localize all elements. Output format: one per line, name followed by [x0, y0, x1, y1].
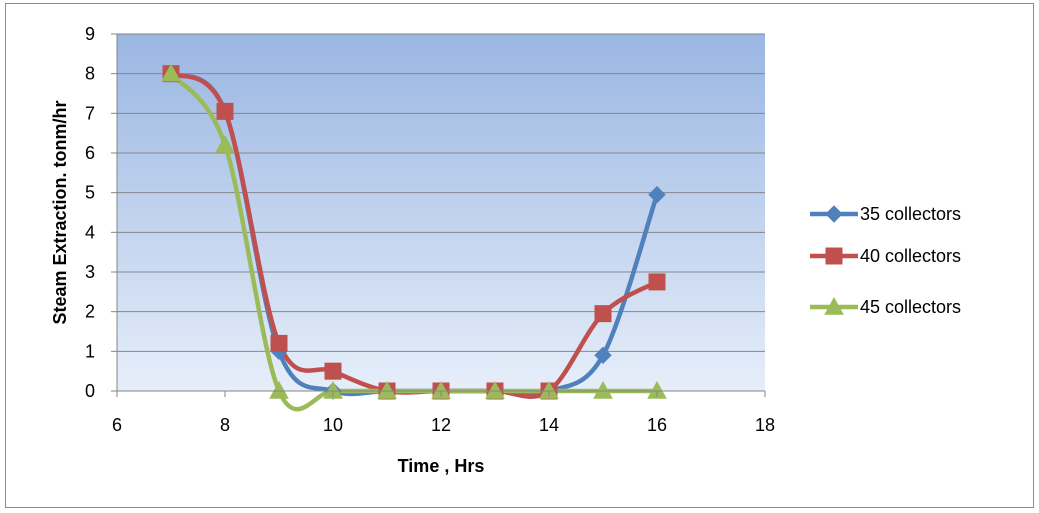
data-point-s1-8 — [594, 346, 612, 365]
data-point-s3-1 — [215, 135, 235, 153]
legend: 35 collectors 40 collectors 45 collectors — [810, 204, 961, 317]
legend-marker-1 — [825, 205, 843, 223]
x-tick-label-16: 16 — [647, 415, 667, 435]
y-tick-label-4: 4 — [85, 222, 95, 242]
data-point-s2-9 — [648, 273, 666, 291]
data-point-s3-9 — [647, 380, 667, 399]
data-point-s2-3 — [324, 362, 342, 380]
x-tick-label-10: 10 — [323, 415, 343, 435]
x-tick-label-12: 12 — [431, 415, 451, 435]
data-point-s3-4 — [377, 380, 397, 399]
legend-label-2: 40 collectors — [860, 246, 961, 266]
legend-label-1: 35 collectors — [860, 204, 961, 224]
x-axis-title: Time , Hrs — [398, 456, 485, 476]
data-point-s3-7 — [539, 380, 559, 399]
y-tick-label-9: 9 — [85, 24, 95, 44]
x-tick-label-18: 18 — [755, 415, 775, 435]
data-point-s2-1 — [216, 102, 234, 120]
data-point-s3-0 — [161, 63, 181, 82]
data-point-s3-3 — [323, 380, 343, 399]
data-point-s2-8 — [594, 305, 612, 323]
y-tick-label-5: 5 — [85, 183, 95, 203]
y-tick-label-6: 6 — [85, 143, 95, 163]
y-tick-label-7: 7 — [85, 103, 95, 123]
legend-marker-2 — [825, 247, 843, 265]
y-tick-label-0: 0 — [85, 381, 95, 401]
data-point-s3-2 — [269, 380, 289, 399]
data-point-s3-8 — [593, 380, 613, 399]
y-tick-label-2: 2 — [85, 302, 95, 322]
data-point-s3-5 — [431, 380, 451, 399]
y-tick-label-3: 3 — [85, 262, 95, 282]
x-tick-label-6: 6 — [112, 415, 122, 435]
legend-marker-3 — [824, 296, 844, 315]
y-tick-label-1: 1 — [85, 341, 95, 361]
data-point-s3-6 — [485, 380, 505, 399]
y-axis-title: Steam Extraction. tonm/hr — [50, 100, 70, 324]
legend-label-3: 45 collectors — [860, 297, 961, 317]
x-tick-label-14: 14 — [539, 415, 559, 435]
x-tick-label-8: 8 — [220, 415, 230, 435]
y-tick-label-8: 8 — [85, 64, 95, 84]
plot-area — [117, 34, 765, 391]
data-point-s1-9 — [648, 185, 666, 204]
data-point-s2-2 — [270, 334, 288, 352]
